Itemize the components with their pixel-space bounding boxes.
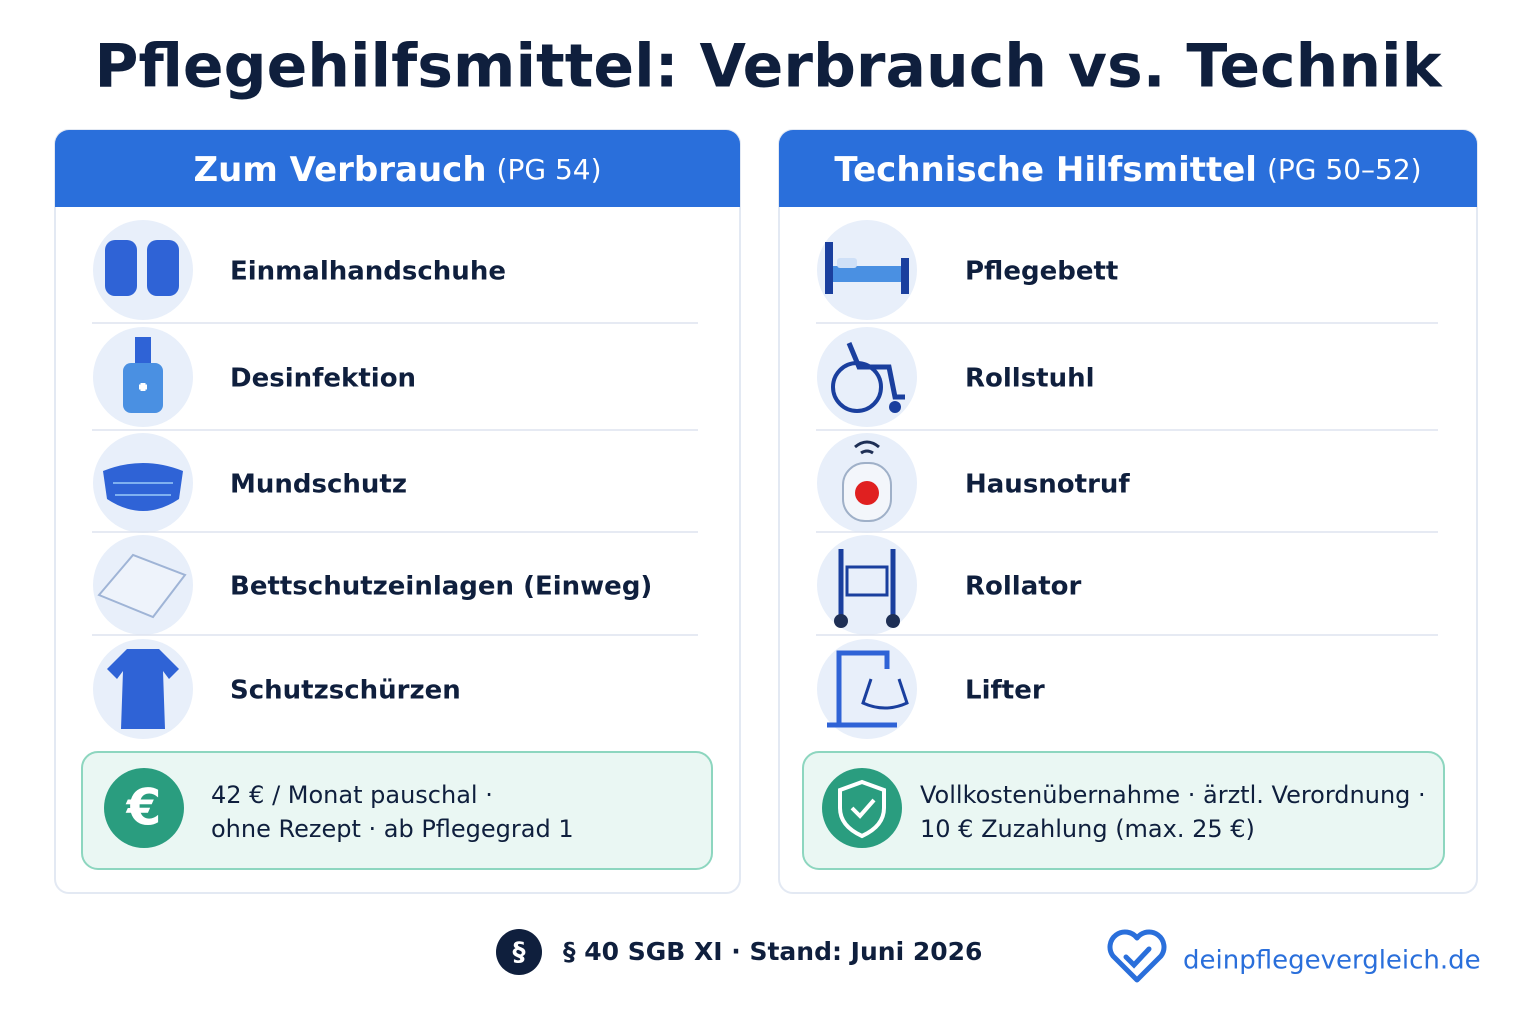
note-text: 10 € Zuzahlung (max. 25 €) xyxy=(920,815,1255,843)
note-text: ohne Rezept · ab Pflegegrad 1 xyxy=(211,815,574,843)
item-icon xyxy=(123,337,163,413)
panel-title-main: Zum Verbrauch xyxy=(194,150,487,190)
item-icon xyxy=(831,342,905,413)
brand-heart xyxy=(1107,929,1167,983)
item-icon xyxy=(827,650,909,728)
item-icon-bg xyxy=(817,535,917,635)
note-shield xyxy=(838,779,886,839)
item-icon xyxy=(825,242,909,294)
icon-shape xyxy=(861,678,909,710)
note-icon-text: € xyxy=(126,779,162,837)
icon-shape xyxy=(107,649,179,729)
icon-shape xyxy=(827,650,897,728)
item-label: Schutzschürzen xyxy=(230,676,461,706)
item-label: Einmalhandschuhe xyxy=(230,257,506,287)
item-label: Lifter xyxy=(965,676,1045,706)
panel-title-suffix: (PG 50–52) xyxy=(1267,153,1422,186)
item-icon xyxy=(834,549,900,628)
item-label: Desinfektion xyxy=(230,364,416,394)
icon-shape xyxy=(837,258,857,268)
icon-shape xyxy=(147,240,179,296)
icon-shape xyxy=(834,614,848,628)
note-box xyxy=(81,751,713,870)
brand-check xyxy=(1123,946,1152,969)
icon-shape xyxy=(854,440,880,455)
panel-title-suffix: (PG 54) xyxy=(497,153,602,186)
icon-shape xyxy=(139,383,147,391)
panel-title: Technische Hilfsmittel (PG 50–52) xyxy=(834,150,1421,190)
item-label: Rollator xyxy=(965,572,1082,602)
icon-shape xyxy=(825,266,909,282)
panel-header xyxy=(779,130,1477,207)
item-label: Rollstuhl xyxy=(965,364,1095,394)
note-icon xyxy=(104,768,184,848)
icon-shape xyxy=(135,337,151,363)
icon-shape xyxy=(838,549,896,619)
icon-shape xyxy=(846,342,905,400)
legal-icon xyxy=(496,929,542,975)
item-label: Pflegebett xyxy=(965,257,1118,287)
item-label: Mundschutz xyxy=(230,470,407,500)
icon-shape xyxy=(105,240,137,296)
note-check xyxy=(850,798,876,819)
item-label: Bettschutzeinlagen (Einweg) xyxy=(230,572,652,602)
page-title: Pflegehilfsmittel: Verbrauch vs. Technik xyxy=(94,32,1443,102)
panel-title: Zum Verbrauch (PG 54) xyxy=(194,150,602,190)
panel-title-main: Technische Hilfsmittel xyxy=(834,150,1257,190)
note-box xyxy=(802,751,1445,870)
item-icon xyxy=(103,463,183,511)
icon-shape xyxy=(886,614,900,628)
item-icon-bg xyxy=(817,327,917,427)
icon-shape xyxy=(889,401,901,413)
icon-shape xyxy=(825,242,833,294)
icon-shape xyxy=(103,463,183,511)
legal-text: § 40 SGB XI · Stand: Juni 2026 xyxy=(563,937,982,966)
legal-icon-text: § xyxy=(513,938,526,968)
item-label: Hausnotruf xyxy=(965,470,1130,500)
item-icon xyxy=(97,553,187,619)
icon-shape xyxy=(845,565,889,597)
panel-header xyxy=(55,130,740,207)
icon-shape xyxy=(113,482,173,496)
item-icon xyxy=(842,440,892,522)
icon-shape xyxy=(97,553,187,619)
item-icon xyxy=(107,649,179,729)
icon-shape xyxy=(855,481,879,505)
note-text: Vollkostenübernahme · ärztl. Verordnung … xyxy=(920,781,1426,809)
icon-shape xyxy=(901,258,909,294)
brand-name[interactable]: deinpflegevergleich.de xyxy=(1183,946,1481,976)
item-icon xyxy=(105,240,179,296)
note-text: 42 € / Monat pauschal · xyxy=(211,781,493,809)
